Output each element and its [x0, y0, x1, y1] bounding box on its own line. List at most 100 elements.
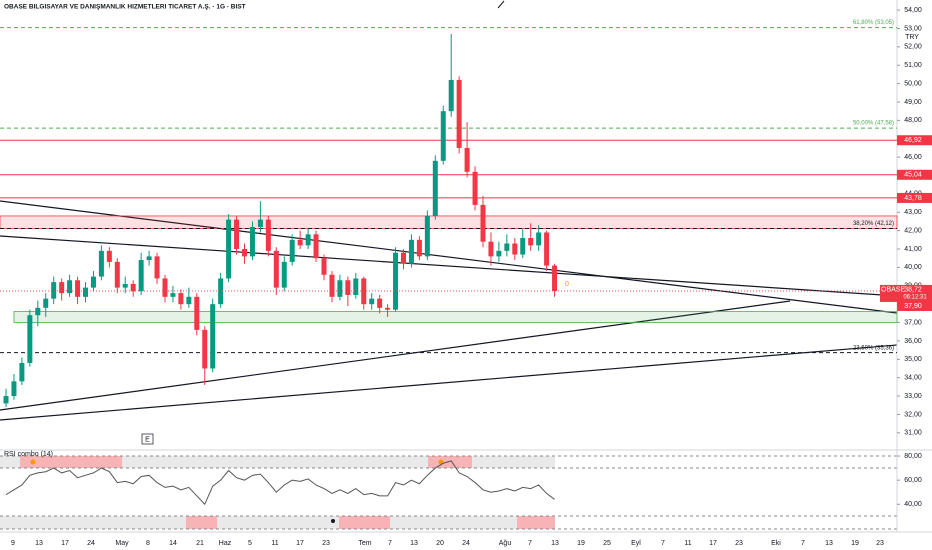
x-tick-label: 24 — [87, 540, 95, 547]
candle-body — [27, 315, 33, 363]
candle-body — [552, 265, 558, 291]
candle-body — [59, 282, 65, 294]
candle-body — [377, 298, 383, 308]
fib-label: 50,00% (47,58) — [853, 121, 894, 127]
candle-body — [122, 283, 128, 288]
y-tick-label: 36,00 — [904, 338, 922, 345]
x-tick-label: 7 — [388, 540, 392, 547]
y-tick-label: 34,00 — [904, 375, 922, 382]
candle-body — [520, 238, 526, 255]
x-tick-label: 13 — [410, 540, 418, 547]
x-tick-label: Eyl — [631, 540, 641, 547]
signal-dot — [438, 459, 444, 465]
candle-body — [289, 239, 295, 262]
candle-body — [488, 241, 494, 257]
rsi-highlight — [186, 516, 217, 529]
y-tick-label: 46,00 — [904, 154, 922, 161]
rsi-highlight — [428, 456, 472, 468]
candle-body — [281, 261, 287, 288]
x-tick-label: 21 — [196, 540, 204, 547]
price-tag-label: 46,92 — [904, 137, 922, 144]
price-tag — [897, 192, 932, 203]
x-tick-label: 24 — [462, 540, 470, 547]
price-tag — [897, 301, 932, 311]
candle-body — [472, 171, 478, 205]
candle-body — [313, 234, 319, 259]
price-tag — [897, 169, 932, 180]
x-tick-label: 8 — [146, 540, 150, 547]
candle-body — [265, 219, 271, 251]
x-tick-label: 11 — [271, 540, 278, 547]
trend-line — [0, 200, 898, 314]
y-tick-label: 51,00 — [904, 62, 922, 69]
candle-body — [416, 239, 422, 257]
rsi-band — [0, 516, 555, 529]
fib-label: 61,80% (53,05) — [853, 20, 894, 26]
x-tick-label: Eki — [771, 540, 781, 547]
candle-body — [3, 396, 9, 404]
candle-body — [51, 282, 57, 299]
candle-body — [448, 79, 454, 112]
y-tick-label: 43,00 — [904, 209, 922, 216]
candle-body — [130, 283, 136, 292]
candle-body — [170, 293, 176, 297]
fib-label: 38,20% (42,12) — [853, 221, 894, 227]
y-tick-label: 52,00 — [904, 44, 922, 51]
candle-body — [369, 298, 375, 305]
candle-body — [146, 256, 152, 261]
y-tick-label: 50,00 — [904, 80, 922, 87]
candle-body — [106, 250, 112, 262]
y-tick-label: 42,00 — [904, 227, 922, 234]
trend-lines — [0, 200, 898, 421]
x-tick-label: 13 — [35, 540, 43, 547]
candle-body — [202, 329, 208, 369]
x-tick-label: 13 — [825, 540, 833, 547]
x-tick-label: 17 — [61, 540, 69, 547]
rsi-highlight — [517, 516, 555, 529]
candle-body — [345, 280, 351, 295]
y-tick-label: 35,00 — [904, 356, 922, 363]
x-tick-label: 13 — [551, 540, 559, 547]
event-marker-box — [141, 433, 154, 445]
candle-body — [43, 298, 49, 308]
rsi-highlight — [20, 456, 122, 468]
x-tick-label: 9 — [11, 540, 15, 547]
candle-body — [11, 381, 17, 397]
y-tick-label: 31,00 — [904, 430, 922, 437]
x-tick-label: 19 — [851, 540, 859, 547]
x-tick-label: 11 — [684, 540, 691, 547]
x-tick-label: 5 — [248, 540, 252, 547]
x-tick-label: 14 — [169, 540, 177, 547]
candle-body — [337, 280, 343, 297]
candle-body — [19, 362, 25, 382]
x-tick-label: Ağu — [499, 540, 512, 547]
candle-body — [353, 278, 359, 295]
candle-body — [186, 296, 192, 305]
bar-label: 0 — [565, 281, 569, 288]
x-tick-label: 7 — [528, 540, 532, 547]
candle-body — [162, 278, 168, 297]
x-tick-label: Tem — [358, 540, 371, 547]
candle-body — [194, 296, 200, 330]
y-tick-label: 41,00 — [904, 246, 922, 253]
candle-body — [234, 219, 240, 250]
candle-body — [536, 232, 542, 246]
trend-line — [0, 300, 791, 411]
candle-body — [432, 160, 438, 216]
candle-body — [393, 252, 399, 310]
candle-body — [456, 79, 462, 148]
candle-body — [75, 280, 81, 297]
zone — [0, 215, 898, 229]
candle-body — [114, 261, 120, 288]
price-tag — [897, 135, 932, 146]
currency-label: TRY — [905, 34, 919, 41]
x-tick-label: 17 — [296, 540, 304, 547]
x-tick-label: May — [115, 540, 129, 547]
candle-body — [504, 243, 510, 251]
candle-body — [257, 219, 263, 227]
y-tick-label: 48,00 — [904, 117, 922, 124]
x-tick-label: 23 — [876, 540, 884, 547]
candle-body — [385, 307, 391, 310]
x-tick-label: 25 — [603, 540, 611, 547]
y-tick-label: 40,00 — [904, 264, 922, 271]
